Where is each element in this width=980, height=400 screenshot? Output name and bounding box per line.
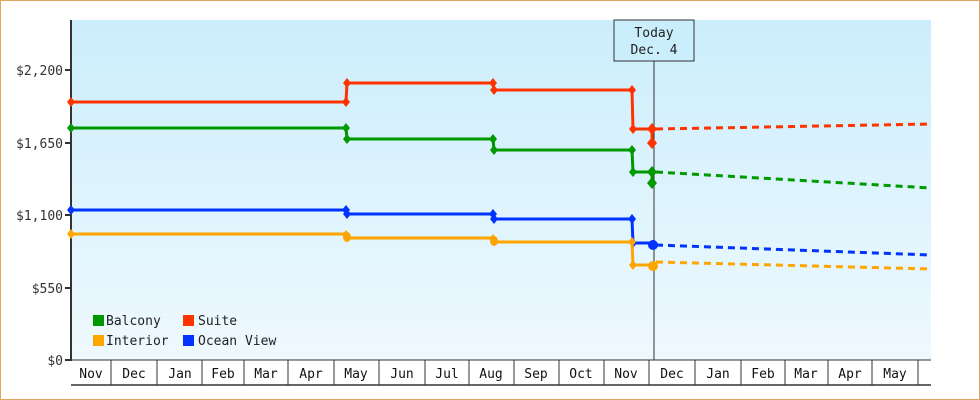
x-label-may: May xyxy=(344,367,368,382)
x-label-mar-2: Mar xyxy=(794,367,818,382)
x-label-feb: Feb xyxy=(211,367,235,382)
series-balcony xyxy=(67,123,932,190)
x-label-dec-2: Dec xyxy=(660,367,683,382)
legend: Balcony Suite Interior Ocean View xyxy=(93,314,276,349)
today-date: Dec. 4 xyxy=(631,43,678,58)
series-interior xyxy=(67,229,932,271)
x-label-jul: Jul xyxy=(435,367,458,382)
x-label-aug: Aug xyxy=(479,367,502,382)
x-label-apr-2: Apr xyxy=(838,367,862,382)
series-ocean-view xyxy=(67,205,932,257)
y-label-2200: $2,200 xyxy=(16,64,63,79)
svg-text:Interior: Interior xyxy=(106,334,169,349)
svg-text:Suite: Suite xyxy=(198,314,237,329)
legend-item-ocean-view: Ocean View xyxy=(183,334,276,349)
today-label: Today xyxy=(634,26,673,41)
plot-area xyxy=(72,20,931,360)
y-label-1650: $1,650 xyxy=(16,137,63,152)
x-label-may-2: May xyxy=(883,367,907,382)
x-label-nov: Nov xyxy=(79,367,103,382)
legend-item-suite: Suite xyxy=(183,314,237,329)
svg-text:Balcony: Balcony xyxy=(106,314,161,329)
x-label-mar: Mar xyxy=(254,367,278,382)
legend-item-balcony: Balcony xyxy=(93,314,161,329)
today-box xyxy=(613,19,695,62)
x-label-oct: Oct xyxy=(569,367,592,382)
y-axis-labels: $2,200 $1,650 $1,100 $550 $0 xyxy=(16,64,63,369)
x-label-dec: Dec xyxy=(122,367,145,382)
y-label-0: $0 xyxy=(47,354,63,369)
y-label-550: $550 xyxy=(32,282,63,297)
x-axis: Nov Dec Jan Feb Mar Apr May Jun Jul Aug … xyxy=(71,359,931,386)
svg-text:Ocean View: Ocean View xyxy=(198,334,276,349)
x-label-nov-2: Nov xyxy=(614,367,638,382)
x-label-jan: Jan xyxy=(168,367,191,382)
x-label-jun: Jun xyxy=(390,367,413,382)
x-label-sep: Sep xyxy=(524,367,548,382)
x-label-apr: Apr xyxy=(299,367,323,382)
legend-item-interior: Interior xyxy=(93,334,169,349)
series-suite xyxy=(67,78,932,149)
x-label-jan-2: Jan xyxy=(706,367,729,382)
y-axis-ticks xyxy=(65,69,71,361)
y-label-1100: $1,100 xyxy=(16,209,63,224)
x-label-feb-2: Feb xyxy=(751,367,775,382)
